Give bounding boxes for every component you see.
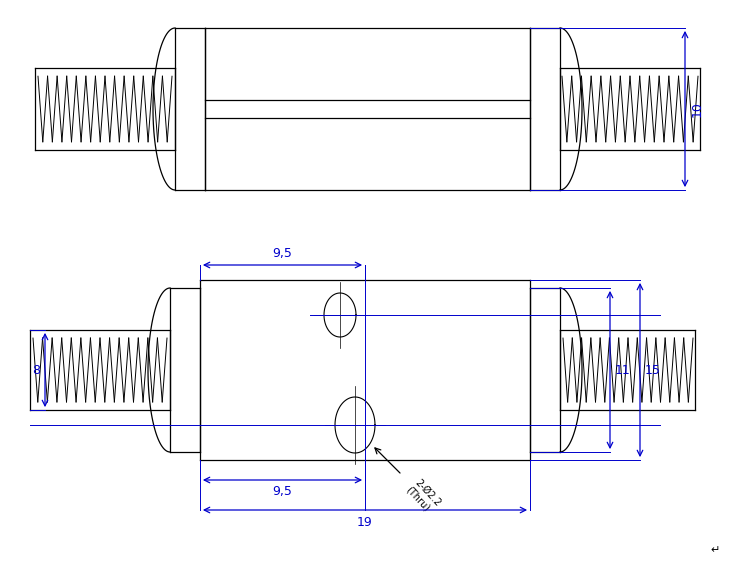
Text: 10: 10 [691, 101, 704, 117]
Text: 2-Ø2.2
(Thru): 2-Ø2.2 (Thru) [404, 477, 442, 516]
Text: 9,5: 9,5 [272, 247, 292, 260]
Text: 19: 19 [357, 516, 373, 529]
Text: ↵: ↵ [711, 545, 720, 555]
Text: 8: 8 [32, 363, 40, 376]
Text: 11: 11 [615, 363, 631, 376]
Text: 9,5: 9,5 [272, 485, 292, 498]
Text: 15: 15 [645, 363, 661, 376]
